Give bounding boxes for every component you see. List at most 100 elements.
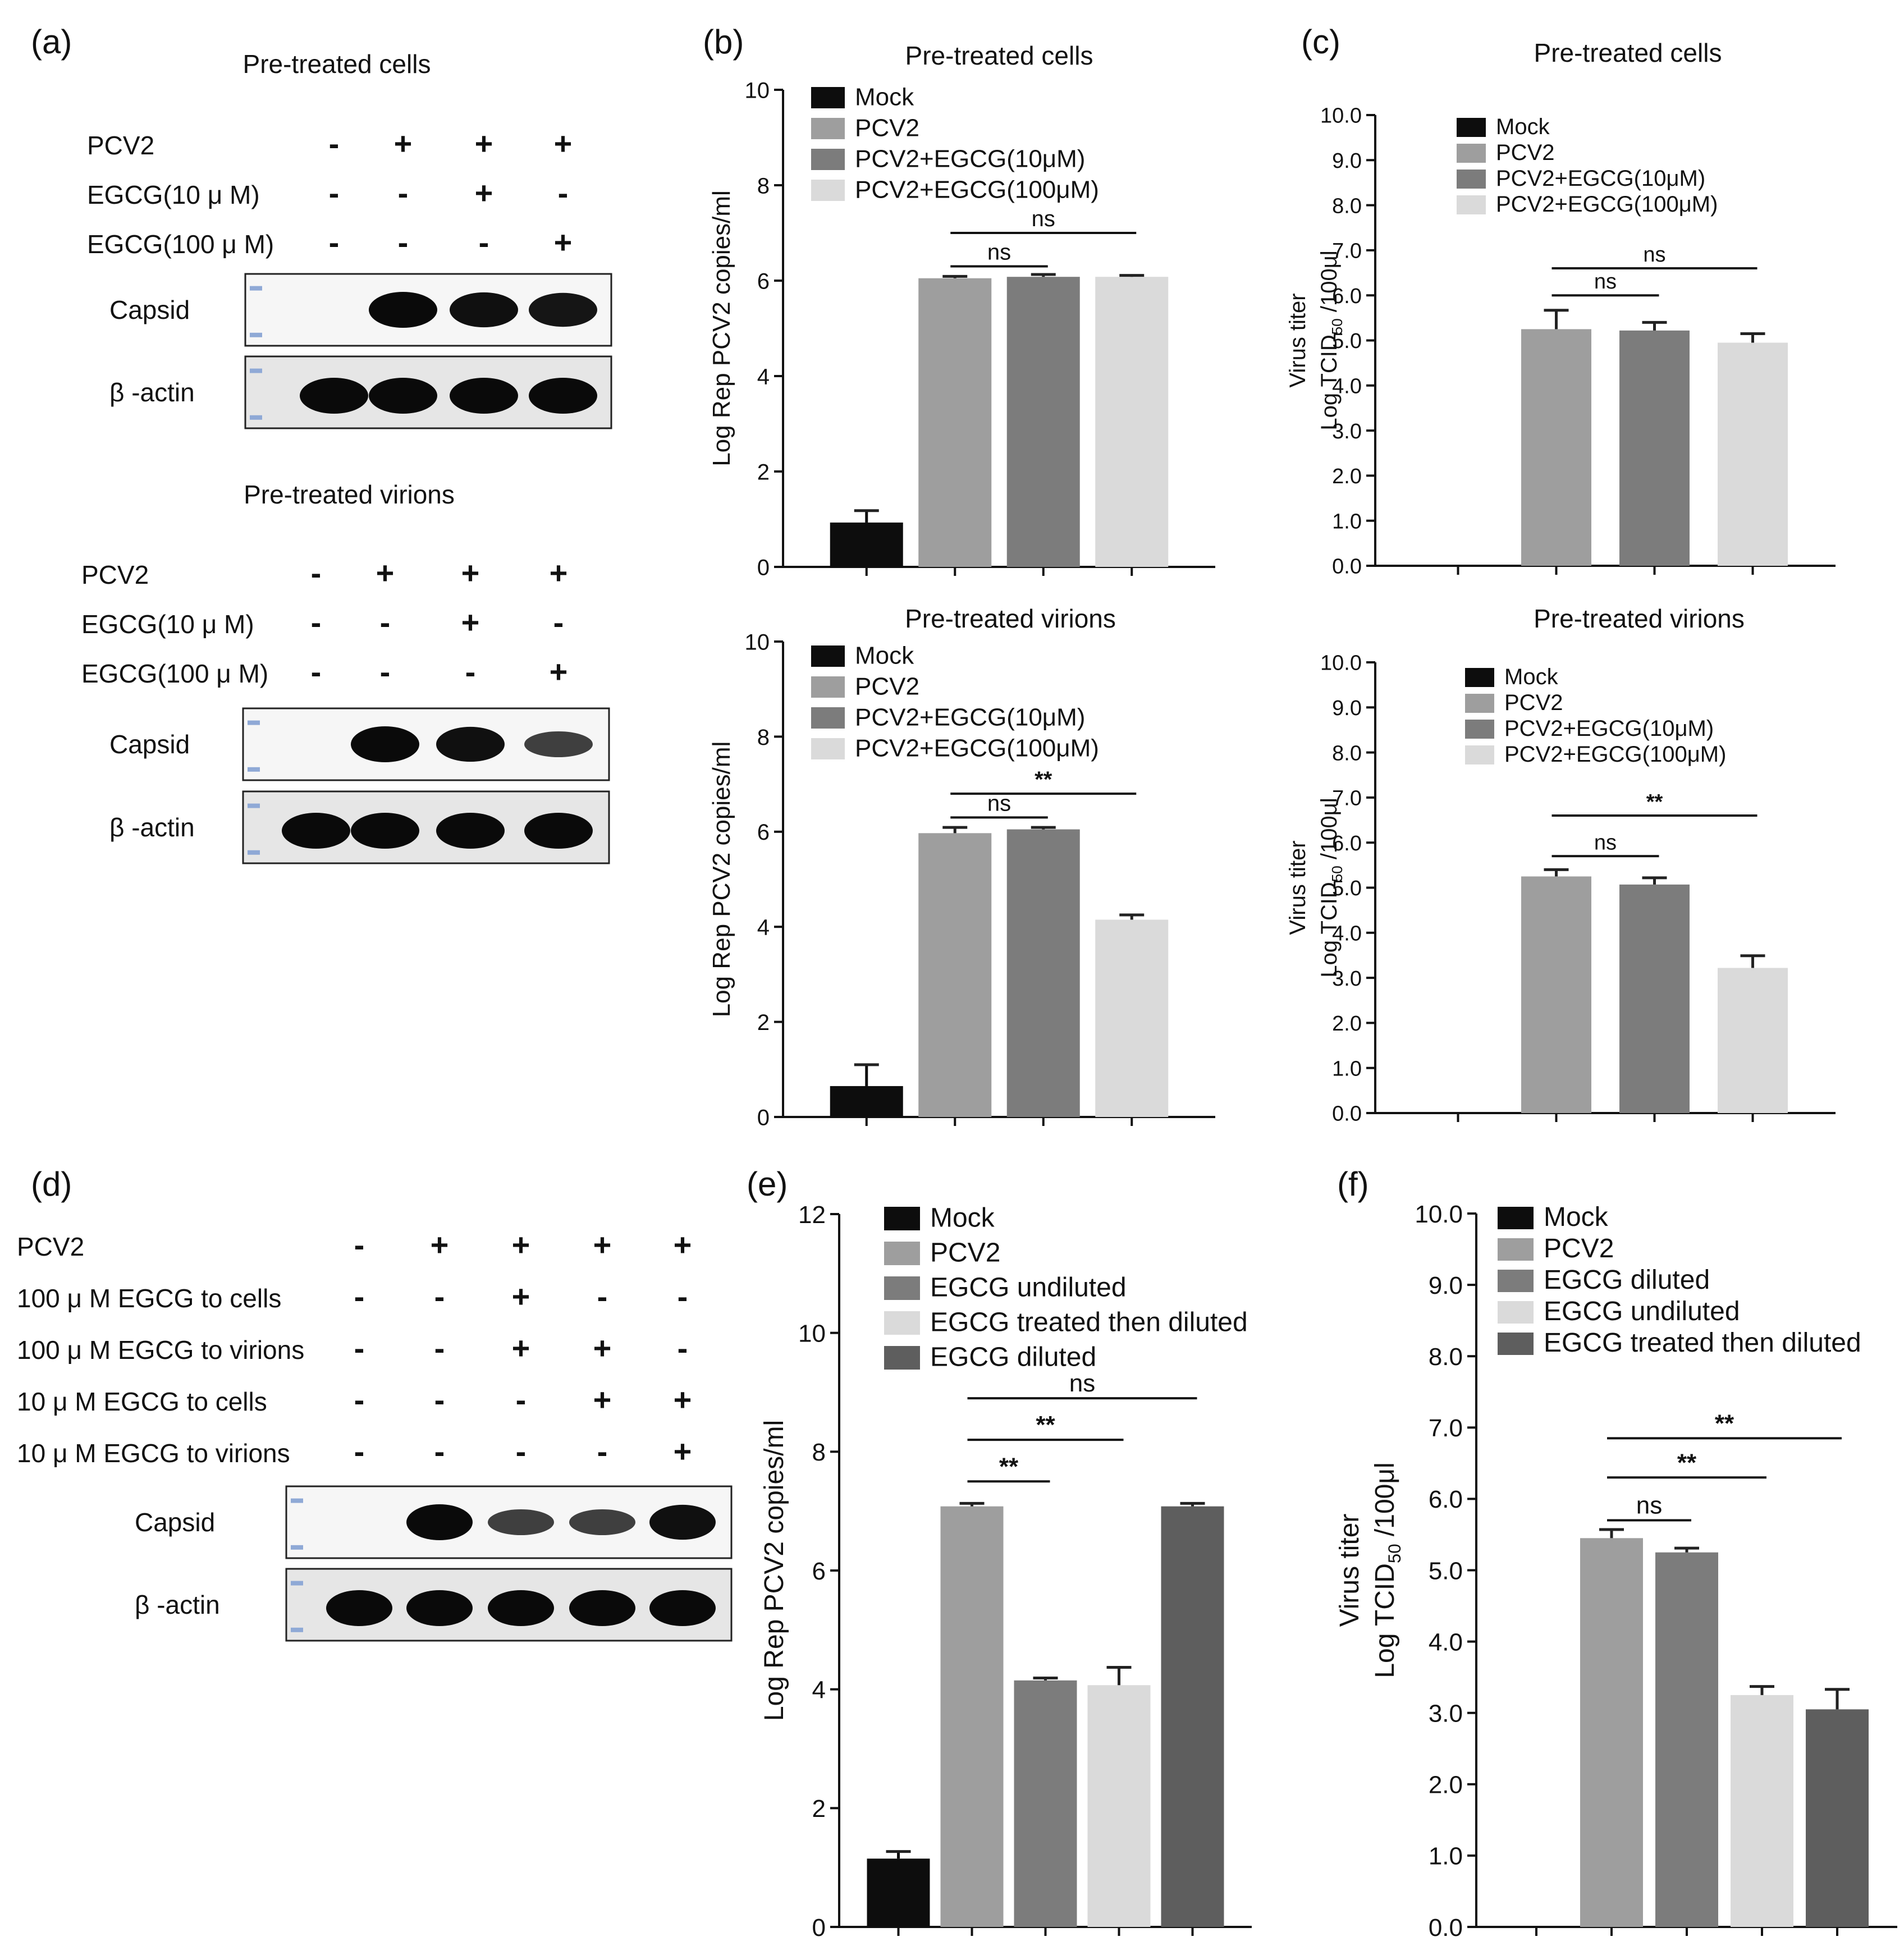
y-axis-label: Log TCID50 /100μl [1317,798,1345,977]
condition-sign: + [376,555,395,590]
protein-band [488,1590,554,1626]
legend-swatch [1498,1333,1534,1355]
y-tick-label: 1.0 [1332,1057,1362,1080]
y-tick-label: 8 [757,725,770,750]
bar [1006,829,1080,1117]
y-tick-label: 7.0 [1332,787,1362,811]
significance-label: ** [1677,1449,1697,1476]
condition-sign: + [461,605,480,640]
protein-band [406,1590,473,1626]
y-tick-label: 7.0 [1429,1414,1463,1442]
significance-label: ns [1643,243,1665,267]
condition-label: EGCG(10 μ M) [87,180,260,209]
protein-band [351,726,419,762]
panel-letter: (d) [31,1165,72,1203]
condition-sign: - [479,225,489,260]
band-label: Capsid [109,295,190,324]
legend-label: PCV2 [1544,1234,1614,1263]
y-tick-label: 3.0 [1332,967,1362,991]
ladder-mark [250,368,262,373]
ladder-mark [248,850,260,855]
bar [1087,1685,1151,1927]
panel-letter: (a) [31,23,72,61]
ladder-mark [291,1498,303,1503]
y-axis-label: Virus titer [1285,840,1310,935]
band-label: β -actin [135,1590,220,1619]
condition-label: 10 μ M EGCG to virions [17,1439,290,1468]
protein-band [529,292,597,327]
y-axis-label: Virus titer [1335,1514,1365,1627]
condition-sign: - [311,555,322,590]
y-tick-label: 0 [757,555,770,580]
y-tick-label: 6.0 [1332,285,1362,308]
bar [830,522,903,567]
protein-band [326,1590,392,1626]
condition-label: EGCG(10 μ M) [81,610,254,639]
chart-title: Pre-treated cells [905,41,1093,70]
condition-sign: - [434,1434,445,1469]
y-tick-label: 0.0 [1332,1102,1362,1126]
legend-label: Mock [1544,1202,1609,1232]
condition-sign: - [398,225,409,260]
y-tick-label: 8.0 [1332,741,1362,765]
condition-sign: - [311,654,322,689]
y-tick-label: 4 [757,915,770,940]
legend-label: EGCG undiluted [1544,1297,1740,1326]
y-tick-label: 9.0 [1332,697,1362,720]
y-axis-label-part: /100μl [1317,250,1342,318]
y-tick-label: 4 [757,364,770,389]
band-label: Capsid [135,1508,215,1537]
legend-swatch [884,1311,920,1335]
y-tick-label: 4.0 [1429,1628,1463,1656]
y-tick-label: 10.0 [1320,104,1362,128]
condition-sign: - [329,175,340,210]
bar-chart-b_cells: Pre-treated cells 0 2 4 6 8 10 Log Rep PCV2 cop… [708,41,1215,580]
bar [918,278,992,567]
condition-sign: + [431,1227,449,1262]
ladder-mark [248,720,260,725]
legend-label: PCV2 [855,672,919,700]
legend-label: PCV2 [855,114,919,141]
legend-swatch [884,1346,920,1370]
condition-sign: - [597,1279,608,1314]
legend-swatch [1498,1270,1534,1292]
bar-chart-c_virions: Pre-treated virions 0.0 1.0 2.0 3.0 4.0 5.0 6.0… [1285,604,1836,1126]
y-tick-label: 10.0 [1320,652,1362,675]
y-tick-label: 6 [757,269,770,294]
panel-letter: (b) [703,23,744,61]
ladder-mark [291,1627,303,1632]
protein-band [406,1504,473,1540]
y-tick-label: 10 [745,78,770,103]
y-axis-label-part: /100μl [1317,798,1342,866]
y-axis-label: Log TCID50 /100μl [1370,1462,1404,1678]
bar [1806,1709,1869,1927]
condition-sign: + [512,1330,530,1366]
condition-sign: - [434,1382,445,1417]
legend-swatch [811,118,845,139]
condition-sign: - [597,1434,608,1469]
y-tick-label: 6.0 [1332,832,1362,855]
y-axis-label: Virus titer [1285,293,1310,387]
significance-label: ns [1594,831,1617,854]
y-tick-label: 10.0 [1415,1201,1463,1228]
y-tick-label: 3.0 [1332,420,1362,443]
legend-label: PCV2+EGCG(10μM) [1504,716,1714,741]
protein-band [351,813,419,849]
legend-swatch [884,1207,920,1230]
y-axis-label-part: Log TCID [1317,882,1342,977]
y-tick-label: 0 [812,1914,826,1942]
legend-swatch [1457,170,1486,189]
legend-swatch [811,738,845,759]
y-axis-label-part: Log TCID [1370,1563,1400,1678]
significance-label: ns [1032,207,1055,231]
y-tick-label: 10 [745,630,770,654]
protein-band [436,813,505,849]
condition-sign: + [674,1434,692,1469]
legend-swatch [811,676,845,698]
significance-label: ** [1035,767,1052,792]
condition-sign: - [516,1434,527,1469]
bar [1161,1506,1224,1927]
condition-sign: - [329,126,340,161]
